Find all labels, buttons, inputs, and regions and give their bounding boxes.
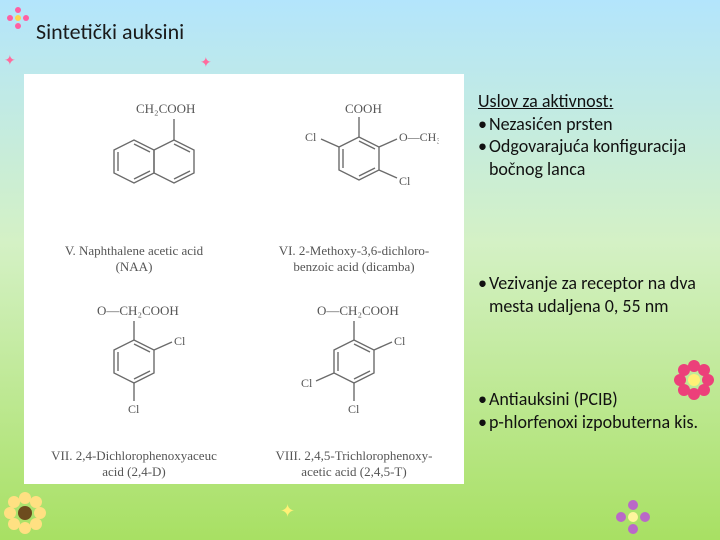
chem-structure: COOH Cl O—CH₃ Cl: [269, 82, 439, 239]
bullet-text: Odgovarajuća konfiguracija bočnog lanca: [489, 135, 702, 180]
block-heading: Uslov za aktivnost:: [478, 90, 702, 113]
chem-cell-245t: O—CH₂COOH Cl Cl Cl VIII. 2,4,5-Trichloro…: [244, 279, 464, 484]
slide-title: Sintetički auksini: [36, 18, 184, 45]
svg-text:Cl: Cl: [301, 376, 313, 390]
chem-caption: V. Naphthalene acetic acid(NAA): [65, 243, 203, 276]
chem-formula: CH₂COOH: [136, 101, 195, 116]
chem-structure: O—CH₂COOH Cl Cl Cl: [269, 287, 439, 444]
bullet-text: Vezivanje za receptor na dva mesta udalj…: [489, 272, 702, 317]
chem-caption: VI. 2-Methoxy-3,6-dichloro-benzoic acid …: [279, 243, 430, 276]
svg-text:O—CH₃: O—CH₃: [399, 130, 439, 144]
sparkle-decor: ✦: [280, 500, 295, 522]
chem-structure: O—CH₂COOH Cl Cl: [49, 287, 219, 444]
svg-text:Cl: Cl: [394, 334, 406, 348]
chem-caption: VII. 2,4-Dichlorophenoxyaceucacid (2,4-D…: [51, 448, 217, 481]
chem-formula: COOH: [345, 101, 382, 116]
svg-text:Cl: Cl: [174, 334, 186, 348]
flower-decor: [2, 490, 48, 536]
text-block-3: •Antiauksini (PCIB) •p-hlorfenoxi izpobu…: [478, 388, 702, 433]
chem-formula: O—CH₂COOH: [317, 303, 399, 318]
sparkle-decor: ✦: [200, 54, 212, 71]
text-block-1: Uslov za aktivnost: •Nezasićen prsten •O…: [478, 90, 702, 180]
chemistry-panel: CH₂COOH V. Naphthalene acetic acid(NAA) …: [24, 74, 464, 484]
svg-text:Cl: Cl: [399, 174, 411, 188]
flower-decor: [6, 6, 30, 30]
chem-cell-dicamba: COOH Cl O—CH₃ Cl VI. 2-Methoxy-3,6-dichl…: [244, 74, 464, 279]
bullet-text: Nezasićen prsten: [489, 113, 613, 136]
svg-text:Cl: Cl: [348, 402, 360, 416]
chem-caption: VIII. 2,4,5-Trichlorophenoxy-acetic acid…: [276, 448, 433, 481]
bullet-text: p-hlorfenoxi izpobuterna kis.: [489, 411, 698, 434]
text-block-2: •Vezivanje za receptor na dva mesta udal…: [478, 272, 702, 317]
bullet-text: Antiauksini (PCIB): [489, 388, 618, 411]
chem-cell-naa: CH₂COOH V. Naphthalene acetic acid(NAA): [24, 74, 244, 279]
svg-text:Cl: Cl: [305, 130, 317, 144]
chem-formula: O—CH₂COOH: [97, 303, 179, 318]
chem-structure: CH₂COOH: [64, 82, 204, 239]
chem-cell-24d: O—CH₂COOH Cl Cl VII. 2,4-Dichlorophenoxy…: [24, 279, 244, 484]
sparkle-decor: ✦: [4, 52, 16, 69]
flower-decor: [616, 500, 650, 534]
svg-text:Cl: Cl: [128, 402, 140, 416]
